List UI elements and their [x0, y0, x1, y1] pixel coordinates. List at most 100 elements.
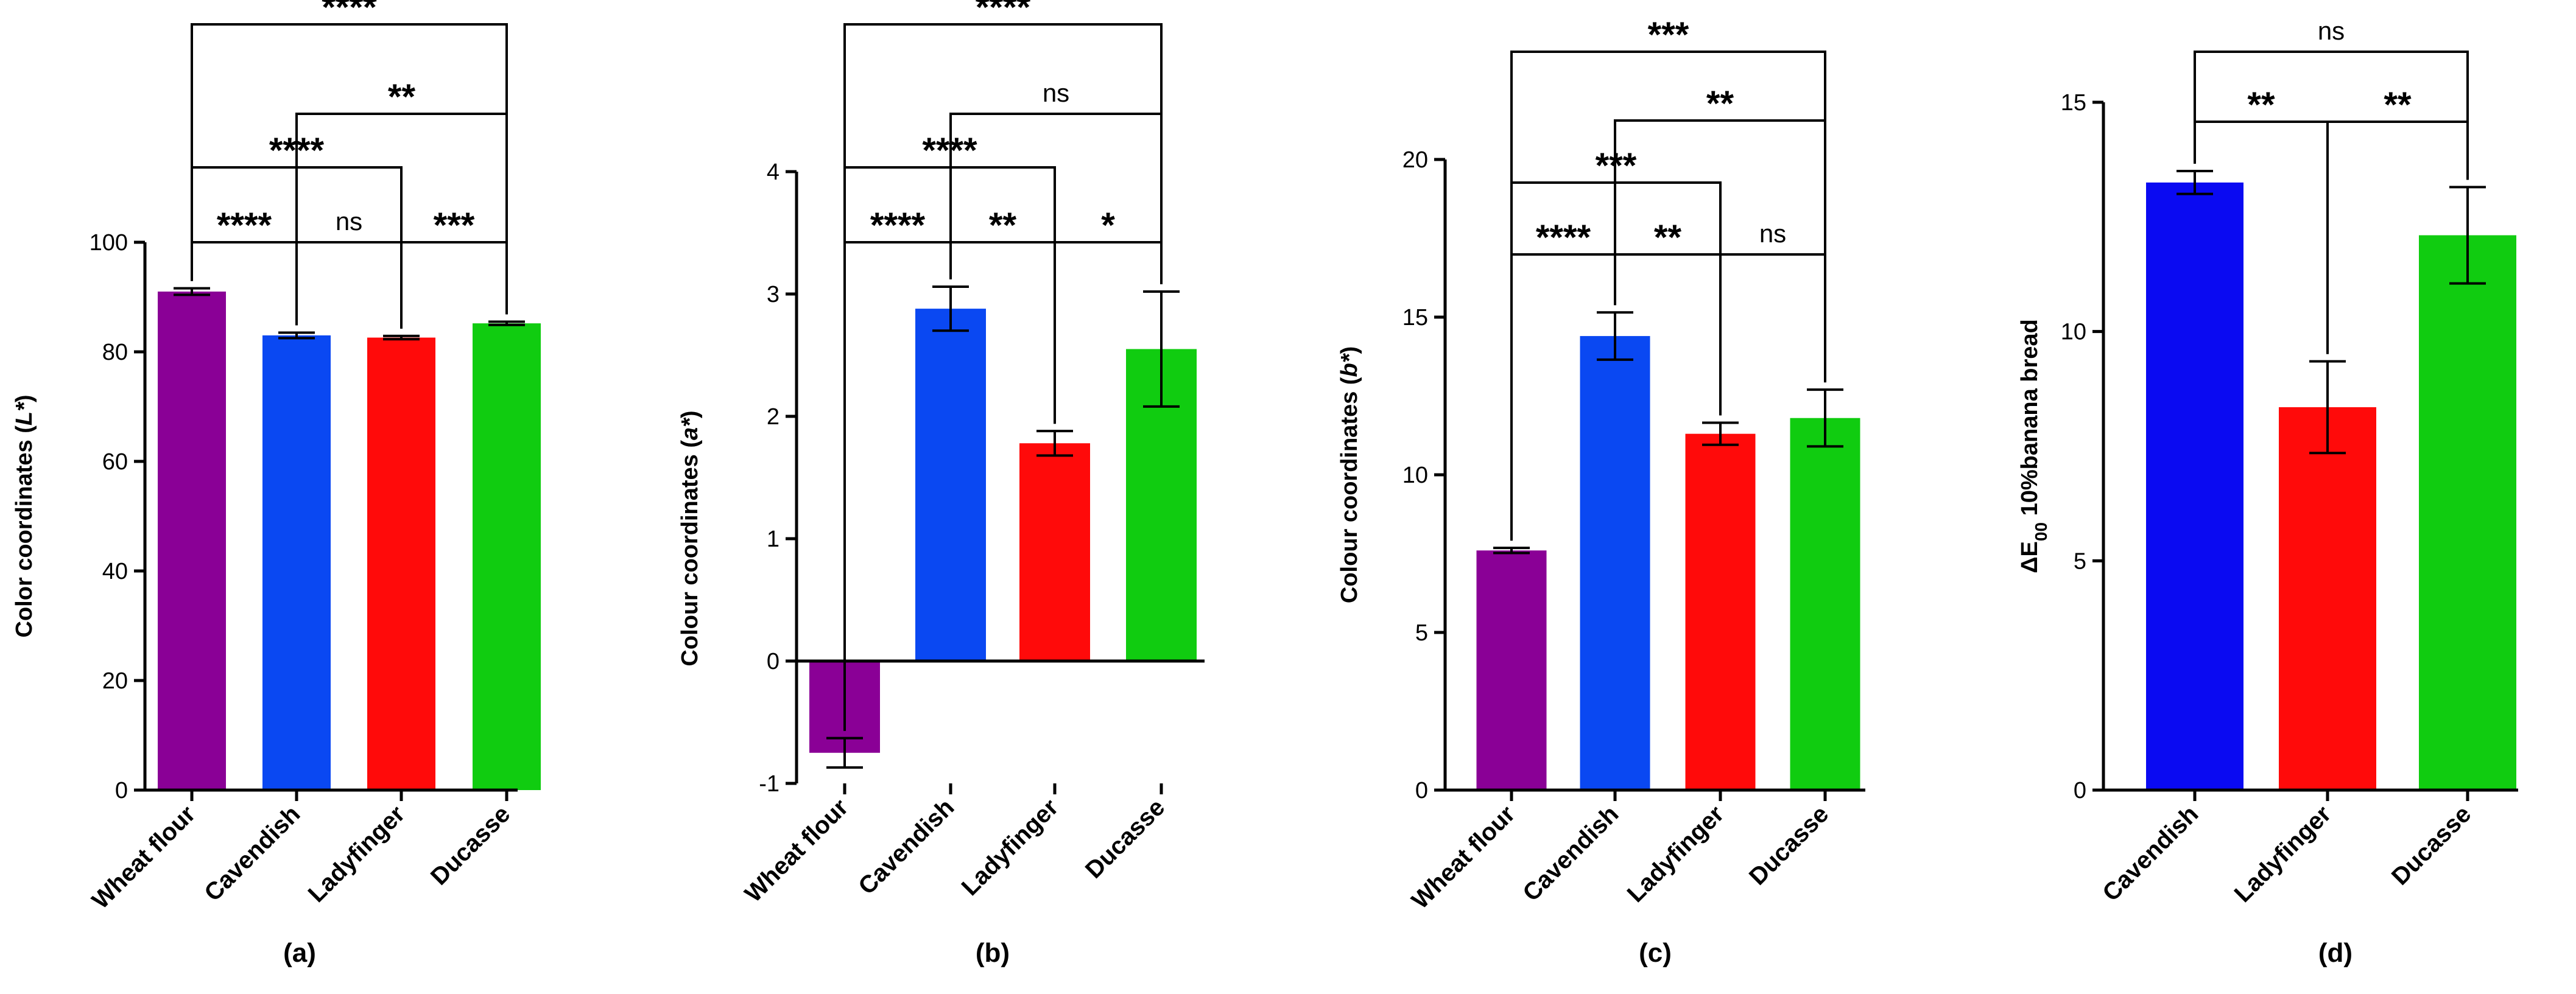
significance-label: ** [2384, 85, 2412, 125]
x-tick-label: Cavendish [1518, 800, 1624, 906]
x-tick-label: Ducasse [1080, 794, 1170, 883]
chart-panel-d: 0 5 10 15 Cavendish Ladyfinger Ducasse ΔE00 10%… [2017, 16, 2518, 968]
y-tick-label: 10 [1402, 463, 1428, 488]
y-axis-title-part: b* [1337, 352, 1362, 377]
y-tick-label: 20 [102, 668, 128, 694]
significance-label: **** [217, 206, 272, 245]
x-tick-label: Ladyfinger [957, 794, 1064, 901]
y-axis-title-part: Color coordinates ( [12, 425, 37, 638]
significance-label: ** [989, 206, 1017, 245]
significance-label: ** [1706, 84, 1734, 124]
x-tick-label: Wheat flour [740, 794, 854, 908]
x-tick-label: Cavendish [2097, 800, 2203, 906]
y-axis-title: Color coordinates (L*) [12, 394, 37, 637]
y-axis-title-part: ) [12, 394, 37, 402]
x-tick-label: Wheat flour [1407, 800, 1521, 914]
significance-bracket [295, 241, 403, 329]
significance-label: ns [1043, 79, 1069, 107]
significance-label: *** [434, 206, 475, 245]
x-tick-label: Ducasse [426, 800, 515, 890]
y-tick-label: 1 [767, 527, 779, 552]
panel-label: (c) [1639, 938, 1672, 968]
y-tick-label: 0 [1415, 778, 1428, 803]
error-bar [2309, 360, 2346, 455]
significance-label: ** [1654, 218, 1682, 257]
error-bar [174, 287, 210, 296]
x-tick-label: Ducasse [1744, 800, 1834, 890]
y-tick-label: 2 [767, 404, 779, 430]
bar [1019, 443, 1090, 661]
panel-label: (b) [976, 938, 1010, 968]
y-tick-label: 20 [1402, 147, 1428, 173]
significance-bracket [2194, 51, 2469, 180]
significance-label: *** [1648, 15, 1689, 55]
x-tick-label: Ladyfinger [1622, 800, 1730, 908]
y-tick-label: 60 [102, 449, 128, 475]
x-tick-label: Cavendish [853, 794, 959, 900]
error-bar [2449, 186, 2486, 285]
error-bar [383, 334, 420, 341]
error-bar [1036, 430, 1073, 457]
error-bar [1143, 290, 1180, 408]
error-bar [1597, 311, 1633, 361]
y-axis-title-part: Colour coordinates ( [677, 440, 703, 667]
error-bar [1807, 388, 1843, 448]
y-tick-label: 10 [2061, 320, 2086, 345]
y-axis-title-part: ΔE [2017, 541, 2043, 573]
y-axis-title-part: 10%banana bread [2017, 319, 2043, 522]
significance-bracket [1719, 253, 1826, 416]
error-bar [1702, 421, 1739, 446]
significance-label: * [1101, 206, 1115, 245]
x-tick-label: Cavendish [199, 800, 305, 906]
y-tick-label: 15 [1402, 305, 1428, 331]
bar [262, 335, 331, 790]
y-tick-label: 0 [767, 649, 779, 674]
significance-label: ns [1759, 219, 1786, 248]
y-tick-label: 3 [767, 282, 779, 307]
bar [367, 337, 435, 790]
y-tick-label: 5 [1415, 620, 1428, 646]
y-axis-title-part: ) [677, 410, 703, 418]
significance-bracket [400, 241, 508, 329]
bar [2419, 235, 2516, 790]
x-tick-label: Wheat flour [87, 800, 201, 914]
y-axis-title-part: 00 [2032, 522, 2050, 541]
bar [1476, 550, 1547, 790]
significance-label: ** [388, 77, 416, 117]
y-axis-title-part: ) [1337, 346, 1362, 354]
significance-label: ns [336, 207, 362, 236]
bar [1580, 336, 1650, 790]
error-bar [932, 285, 969, 332]
y-axis-title: ΔE00 10%banana bread [2017, 319, 2050, 573]
error-bar [488, 320, 525, 326]
significance-bracket [1510, 51, 1826, 541]
bar [2146, 182, 2243, 790]
y-tick-label: 4 [767, 159, 779, 185]
error-bar [278, 331, 315, 340]
x-tick-label: Ladyfinger [303, 800, 410, 908]
significance-label: **** [322, 0, 377, 27]
bar [473, 323, 541, 790]
bar [915, 309, 986, 661]
y-tick-label: 0 [2074, 778, 2086, 803]
y-tick-label: 80 [102, 340, 128, 365]
significance-label: **** [976, 0, 1031, 27]
bar [1685, 433, 1756, 790]
significance-label: ns [2318, 16, 2345, 45]
panel-label: (d) [2318, 938, 2353, 968]
significance-label: **** [1536, 218, 1591, 257]
error-bar [1493, 547, 1530, 555]
significance-bracket [191, 23, 508, 315]
bar [2279, 407, 2376, 790]
significance-label: **** [870, 206, 926, 245]
y-tick-label: 40 [102, 559, 128, 584]
chart-panel-a: 0 20 40 60 80 100 Wheat flourCavendishLadyfing… [12, 0, 541, 968]
x-tick-label: Ducasse [2387, 800, 2476, 890]
significance-bracket [843, 23, 1163, 731]
bar [1790, 418, 1860, 790]
y-axis-title-part: a* [677, 417, 703, 440]
y-tick-label: 100 [90, 230, 128, 256]
